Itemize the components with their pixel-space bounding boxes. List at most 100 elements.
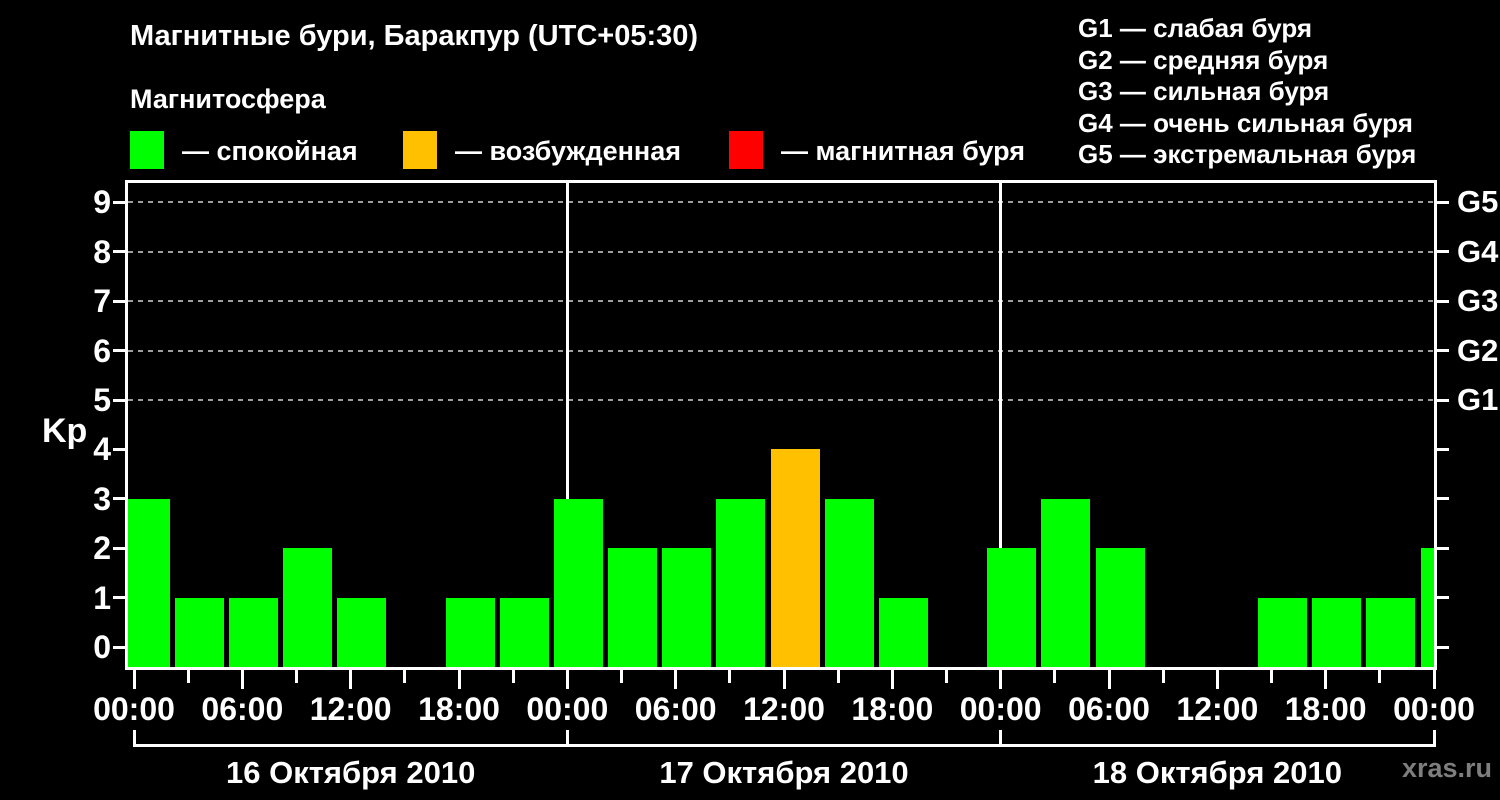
x-axis-tick-label: 18:00 — [418, 691, 500, 727]
kp-bar — [128, 498, 170, 667]
y-axis-label: 8 — [93, 233, 111, 270]
kp-bar — [499, 597, 549, 667]
x-axis-major-tick — [674, 670, 678, 689]
right-axis-tick — [1437, 349, 1449, 353]
x-axis-major-tick — [782, 670, 786, 689]
x-axis-tick-label: 00:00 — [1393, 691, 1475, 727]
x-axis-minor-tick — [1053, 670, 1057, 683]
kp-bar — [228, 597, 278, 667]
kp-bar — [608, 548, 657, 667]
date-label: 18 Октября 2010 — [1092, 755, 1342, 790]
y-axis-tick — [113, 447, 125, 451]
x-axis-major-tick — [1107, 670, 1111, 689]
right-axis-tick — [1437, 546, 1449, 550]
y-axis-label: 1 — [93, 579, 111, 616]
kp-bar — [174, 597, 224, 667]
date-bracket-tick — [565, 730, 569, 747]
plot-area — [125, 180, 1437, 670]
x-axis-major-tick — [240, 670, 244, 689]
kp-bar — [337, 597, 387, 667]
x-axis-minor-tick — [945, 670, 948, 683]
right-axis-tick — [1437, 645, 1449, 649]
right-axis-tick — [1437, 299, 1449, 303]
x-axis-minor-tick — [728, 670, 732, 683]
y-axis-label: 6 — [93, 332, 111, 369]
x-axis-major-tick — [999, 670, 1003, 689]
kp-bar — [716, 498, 766, 667]
right-axis-tick — [1437, 596, 1449, 600]
x-axis-tick-label: 00:00 — [526, 691, 609, 727]
x-axis-tick-label: 06:00 — [1068, 691, 1150, 727]
g-scale-label: G3 — [1457, 283, 1499, 319]
right-axis-tick — [1437, 398, 1449, 402]
date-label: 16 Октября 2010 — [225, 755, 476, 790]
kp-bar — [1420, 548, 1434, 667]
y-axis-tick — [113, 497, 125, 501]
y-axis-tick — [113, 596, 125, 600]
y-axis-label: 9 — [93, 184, 111, 221]
date-bracket-tick — [132, 730, 136, 747]
right-axis-tick — [1437, 447, 1449, 451]
x-axis-minor-tick — [1378, 670, 1382, 683]
storm-scale-line: G2 — средняя буря — [1078, 44, 1329, 75]
date-label: 17 Октября 2010 — [659, 755, 909, 790]
kp-bar — [987, 548, 1037, 667]
page-title: Магнитные бури, Баракпур (UTC+05:30) — [130, 20, 699, 52]
g-scale-label: G4 — [1457, 233, 1499, 269]
y-axis-tick — [113, 200, 125, 204]
x-axis-tick-label: 06:00 — [634, 691, 717, 727]
y-axis-title: Kp — [42, 412, 88, 450]
kp-bar — [553, 498, 603, 667]
x-axis-tick-label: 18:00 — [851, 691, 934, 727]
kp-bar — [770, 449, 820, 667]
x-axis-tick-label: 12:00 — [1176, 691, 1259, 727]
storm-scale-legend: G1 — слабая буря G2 — средняя буря G3 — си… — [1078, 13, 1416, 171]
storm-scale-line: G5 — экстремальная буря — [1078, 139, 1417, 170]
legend-label: — возбужденная — [455, 136, 681, 166]
x-axis-minor-tick — [186, 670, 190, 683]
magnetosphere-subtitle: Магнитосфера — [130, 84, 326, 114]
day-separator-line — [565, 183, 569, 667]
y-axis-label: 4 — [93, 431, 111, 468]
x-axis-minor-tick — [1161, 670, 1165, 683]
x-axis-minor-tick — [836, 670, 840, 683]
legend-swatch — [729, 131, 763, 169]
kp-bar — [1366, 597, 1416, 667]
g-scale-label: G5 — [1457, 184, 1499, 220]
x-axis-minor-tick — [295, 670, 298, 683]
y-axis-tick — [113, 299, 125, 303]
grid-line — [128, 201, 1434, 204]
grid-line — [128, 399, 1434, 401]
kp-bar — [283, 548, 332, 667]
x-axis-major-tick — [1432, 670, 1436, 689]
x-axis-tick-label: 12:00 — [309, 691, 392, 727]
watermark: xras.ru — [1401, 753, 1492, 783]
y-axis-label: 3 — [93, 480, 111, 517]
legend-label: — спокойная — [182, 136, 358, 166]
legend-swatch — [130, 131, 164, 169]
x-axis-tick-label: 18:00 — [1284, 691, 1367, 727]
date-bracket-tick — [999, 730, 1003, 747]
x-axis-major-tick — [890, 670, 894, 689]
x-axis-tick-label: 12:00 — [743, 691, 825, 727]
kp-bar — [1312, 597, 1362, 667]
y-axis-tick — [113, 398, 125, 402]
grid-line — [128, 349, 1434, 352]
x-axis-minor-tick — [511, 670, 515, 683]
y-axis-tick — [113, 349, 125, 353]
kp-bar — [662, 548, 712, 667]
y-axis-label: 0 — [93, 629, 111, 665]
x-axis-minor-tick — [403, 670, 407, 683]
x-axis-minor-tick — [620, 670, 623, 683]
kp-bar — [1095, 548, 1145, 667]
grid-line — [128, 300, 1434, 303]
kp-bar — [824, 498, 874, 667]
date-bracket-line — [132, 744, 1436, 747]
x-axis-minor-tick — [1270, 670, 1273, 683]
legend-swatch — [403, 131, 437, 169]
storm-scale-line: G3 — сильная буря — [1078, 76, 1330, 107]
kp-bar — [878, 597, 928, 667]
y-axis-tick — [113, 546, 125, 550]
y-axis-label: 7 — [93, 283, 111, 320]
